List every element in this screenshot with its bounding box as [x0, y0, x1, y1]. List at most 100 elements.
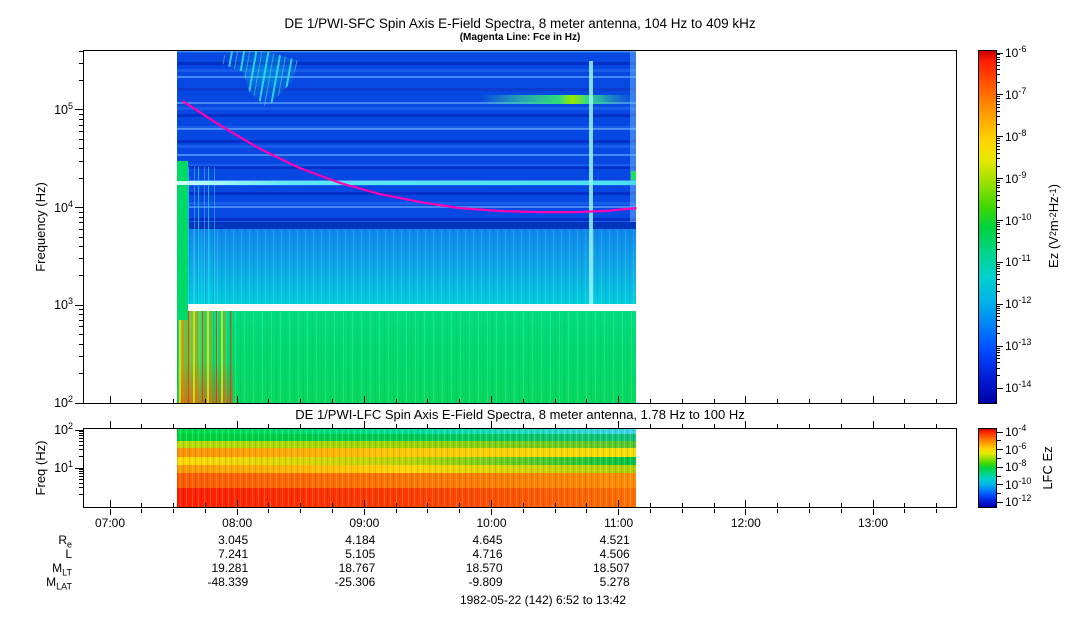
sfc-cb-minor-tick: [997, 263, 1000, 265]
lfc-top-tick-minor: [204, 424, 206, 428]
lfc-top-tick-minor: [332, 424, 334, 428]
sfc-y-axis-label: Frequency (Hz): [32, 182, 48, 272]
sfc-y-minor-tick: [79, 275, 83, 277]
sfc-bottom-tick-minor: [300, 399, 302, 403]
sfc-y-tick-label: 104: [54, 198, 73, 215]
lfc-bottom-tick-minor: [141, 509, 143, 513]
sfc-cb-minor-tick: [997, 190, 1000, 192]
lfc-title: DE 1/PWI-LFC Spin Axis E-Field Spectra, …: [295, 407, 745, 422]
sfc-y-tick-label: 103: [54, 296, 73, 313]
sfc-bottom-tick-minor: [522, 399, 524, 403]
date-range-label: 1982-05-22 (142) 6:52 to 13:42: [459, 593, 627, 607]
lfc-bottom-inner-tick-minor: [268, 503, 270, 507]
sfc-cb-tick: [997, 387, 1003, 389]
sfc-cb-minor-tick: [997, 241, 1000, 243]
sfc-cb-tick: [997, 220, 1003, 221]
lfc-y-minor-tick: [79, 431, 83, 433]
lfc-cb-tick: [997, 501, 1003, 503]
sfc-cb-minor-tick: [997, 291, 1000, 293]
lfc-band-3: [177, 447, 637, 457]
lfc-bottom-tick-minor: [936, 509, 938, 513]
time-label: 09:00: [349, 516, 380, 530]
sfc-cb-minor-tick: [997, 221, 1000, 223]
sfc-cb-minor-tick: [997, 232, 1000, 234]
lfc-top-tick-major: [236, 421, 238, 428]
lfc-bottom-tick-minor: [649, 509, 651, 513]
lfc-cb-tick-label: 10-10: [1005, 475, 1032, 492]
lfc-top-tick-minor: [427, 424, 429, 428]
lfc-y-tick: [75, 429, 83, 431]
lfc-top-tick-major: [109, 421, 111, 428]
lfc-bottom-tick-minor: [777, 509, 779, 513]
lfc-cb-tick: [997, 493, 1001, 495]
lfc-bottom-tick-minor: [681, 509, 683, 513]
sfc-bottom-tick-minor: [777, 399, 779, 403]
lfc-band-4: [177, 456, 637, 465]
left-green-column: [177, 161, 188, 321]
sfc-cb-minor-tick: [997, 305, 1000, 307]
sfc-bottom-tick-major: [236, 396, 238, 403]
sfc-cb-minor-tick: [997, 374, 1000, 376]
ephemeris-row-label: L: [65, 547, 72, 561]
sfc-bottom-tick-major: [109, 396, 111, 403]
lfc-y-tick-label: 102: [54, 421, 73, 438]
lfc-top-tick-minor: [173, 424, 175, 428]
time-label: 10:00: [476, 516, 507, 530]
lfc-top-tick-minor: [713, 424, 715, 428]
sfc-bottom-tick-major: [363, 396, 365, 403]
sfc-y-tick: [75, 109, 83, 111]
sfc-cb-minor-tick: [997, 138, 1000, 140]
sfc-bottom-tick-minor: [268, 399, 270, 403]
sfc-cb-minor-tick: [997, 200, 1000, 202]
sfc-bottom-tick-minor: [936, 399, 938, 403]
ephemeris-row-label: Re: [58, 533, 72, 550]
sfc-cb-minor-tick: [997, 61, 1000, 63]
ephemeris-value: 4.506: [599, 547, 630, 561]
sfc-y-minor-tick: [79, 258, 83, 260]
lfc-bottom-inner-tick-minor: [840, 503, 842, 507]
lfc-bottom-tick-minor: [332, 509, 334, 513]
sfc-cb-minor-tick: [997, 98, 1000, 100]
sfc-y-minor-tick: [79, 334, 83, 336]
lfc-bottom-tick-minor: [300, 509, 302, 513]
sfc-cb-minor-tick: [997, 307, 1000, 309]
lfc-bottom-tick-major: [618, 509, 620, 515]
lfc-cb-tick: [997, 449, 1003, 451]
sfc-cb-minor-tick: [997, 226, 1000, 228]
sfc-y-minor-tick: [79, 124, 83, 126]
sfc-bottom-tick-minor: [713, 399, 715, 403]
ephemeris-row-label: MLT: [52, 561, 72, 578]
sfc-cb-minor-tick: [997, 140, 1000, 142]
lfc-bottom-inner-tick-minor: [395, 503, 397, 507]
lfc-cb-tick: [997, 457, 1001, 459]
sfc-cb-minor-tick: [997, 354, 1000, 356]
sfc-cb-minor-tick: [997, 271, 1000, 273]
sfc-cb-minor-tick: [997, 111, 1000, 113]
sfc-cb-minor-tick: [997, 349, 1000, 351]
lfc-bottom-tick-major: [745, 509, 747, 515]
lfc-bottom-tick-minor: [522, 509, 524, 513]
lfc-bottom-tick-minor: [268, 509, 270, 513]
lfc-y-minor-tick: [79, 449, 83, 451]
lfc-y-minor-tick: [79, 456, 83, 458]
sfc-bottom-tick-minor: [459, 399, 461, 403]
left-cyan-streaks: [187, 167, 219, 305]
sfc-y-minor-tick: [79, 355, 83, 357]
sfc-bottom-tick-minor: [395, 399, 397, 403]
sfc-cb-minor-tick: [997, 187, 1000, 189]
sfc-y-minor-tick: [79, 62, 83, 64]
lfc-y-minor-tick: [79, 469, 83, 471]
sfc-cb-minor-tick: [997, 74, 1000, 76]
lfc-cb-tick: [997, 440, 1001, 442]
lfc-bottom-inner-tick-minor: [173, 503, 175, 507]
sfc-cb-tick-label: 10-14: [1005, 379, 1032, 395]
sfc-cb-minor-tick: [997, 116, 1000, 118]
lfc-bottom-tick-major: [109, 509, 111, 515]
sfc-y-tick: [75, 207, 83, 209]
sfc-bottom-tick-minor: [586, 399, 588, 403]
sfc-cb-tick-label: 10-12: [1005, 295, 1032, 312]
lfc-top-tick-minor: [649, 424, 651, 428]
sfc-cb-minor-tick: [997, 367, 1000, 369]
sfc-cb-minor-tick: [997, 229, 1000, 231]
sfc-cb-tick: [997, 94, 1003, 96]
